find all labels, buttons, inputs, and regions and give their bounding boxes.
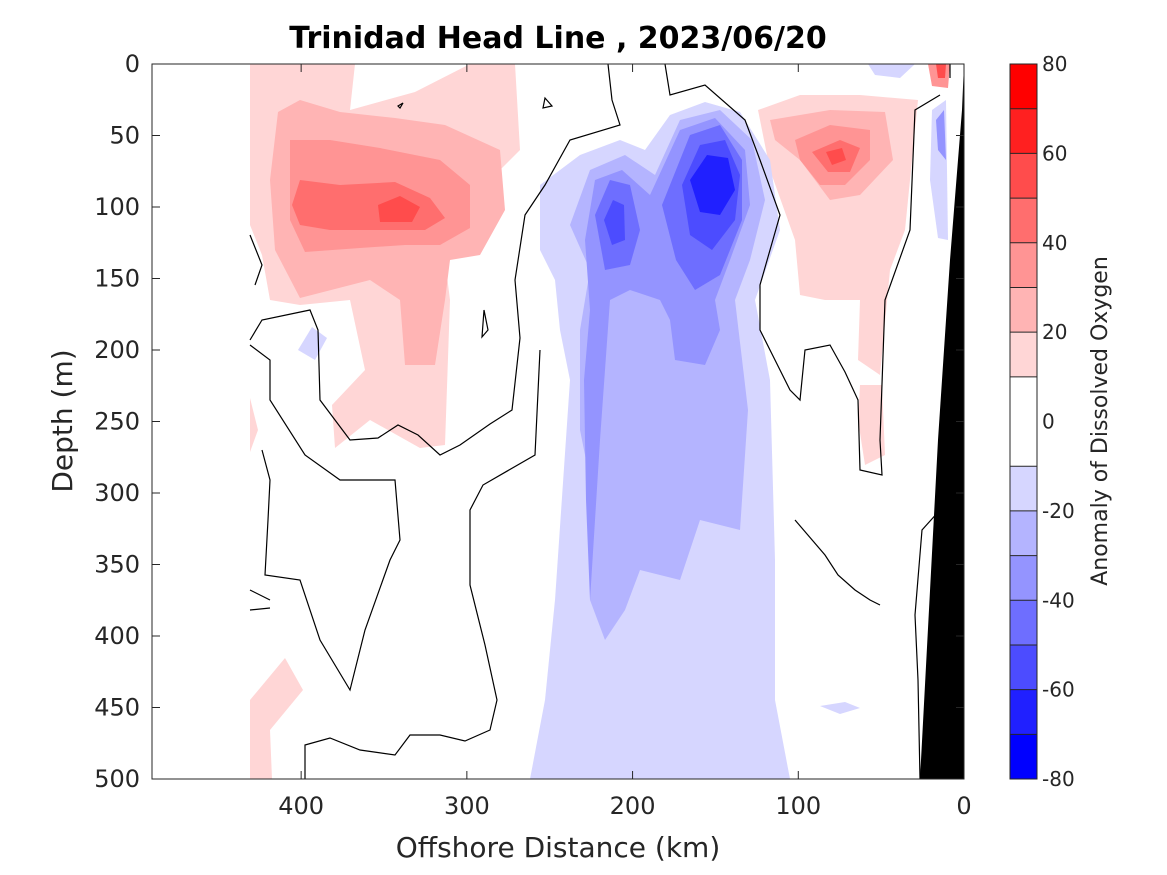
- colorbar-tick-label: 0: [1042, 410, 1055, 434]
- colorbar-segment: [1010, 242, 1037, 288]
- chart-title: Trinidad Head Line , 2023/06/20: [289, 21, 826, 56]
- colorbar-segment: [1010, 510, 1037, 556]
- y-tick-label: 350: [94, 551, 140, 579]
- colorbar-tick-label: -40: [1042, 588, 1075, 612]
- negative-anomaly-coast-core: [936, 110, 946, 160]
- x-tick-label: 0: [956, 792, 971, 820]
- y-tick-label: 50: [109, 122, 140, 150]
- y-tick-label: 200: [94, 336, 140, 364]
- colorbar-label: Anomaly of Dissolved Oxygen: [1088, 256, 1113, 586]
- y-tick-label: 250: [94, 408, 140, 436]
- colorbar-segment: [1010, 332, 1037, 377]
- zero-contour-lines: [249, 64, 951, 779]
- colorbar-segment: [1010, 734, 1037, 779]
- colorbar-tick-label: 40: [1042, 231, 1067, 255]
- colorbar-tick-label: 20: [1042, 320, 1067, 344]
- y-tick-label: 150: [94, 265, 140, 293]
- seafloor-bathymetry: [920, 64, 964, 779]
- colorbar-segment: [1010, 689, 1037, 735]
- y-tick-label: 100: [94, 193, 140, 221]
- colorbar-segment: [1010, 108, 1037, 154]
- x-axis-label: Offshore Distance (km): [396, 831, 721, 864]
- colorbar-segment: [1010, 555, 1037, 601]
- positive-anomaly-offshore-deep: [250, 398, 258, 452]
- x-tick-label: 100: [775, 792, 821, 820]
- colorbar-segment: [1010, 287, 1037, 333]
- colorbar-tick-label: -20: [1042, 499, 1075, 523]
- colorbar-segment: [1010, 644, 1037, 690]
- y-tick-label: 500: [94, 765, 140, 793]
- colorbar-tick-label: -80: [1042, 767, 1075, 791]
- positive-anomaly-nearshore-deep: [858, 385, 885, 465]
- y-tick-label: 300: [94, 479, 140, 507]
- x-tick-label: 300: [444, 792, 490, 820]
- positive-anomaly-offshore-bottom: [250, 658, 303, 779]
- y-tick-label: 0: [125, 50, 140, 78]
- y-tick-label: 450: [94, 694, 140, 722]
- colorbar-segment: [1010, 600, 1037, 645]
- x-tick-label: 400: [278, 792, 324, 820]
- y-tick-label: 400: [94, 622, 140, 650]
- colorbar-segment: [1010, 376, 1037, 467]
- positive-50-nearshore: [826, 148, 846, 165]
- positive-anomaly-surface-near-coast-core: [936, 64, 946, 78]
- negative-anomaly-10-surface: [868, 64, 915, 78]
- colorbar-segment: [1010, 466, 1037, 511]
- negative-anomaly-10-deep-patch: [820, 702, 860, 714]
- colorbar-segment: [1010, 64, 1037, 109]
- colorbar-segment: [1010, 198, 1037, 243]
- positive-50-offshore: [378, 196, 420, 222]
- y-axis: 0 50 100 150 200 250 300 350 400 450 500: [94, 50, 964, 793]
- contour-field: [249, 64, 964, 779]
- colorbar: -80 -60 -40 -20 0 20 40 60 80: [1010, 52, 1075, 791]
- negative-anomaly-10-patch: [298, 327, 327, 360]
- x-axis: 400 300 200 100 0: [278, 64, 972, 820]
- colorbar-tick-label: -60: [1042, 678, 1075, 702]
- colorbar-tick-label: 80: [1042, 52, 1067, 76]
- negative-anomaly-60-main: [690, 155, 735, 215]
- colorbar-tick-label: 60: [1042, 141, 1067, 165]
- colorbar-segment: [1010, 153, 1037, 199]
- y-axis-label: Depth (m): [46, 349, 79, 492]
- colorbar-frame: [1009, 63, 1038, 780]
- negative-anomaly-50: [604, 200, 625, 245]
- x-tick-label: 200: [610, 792, 656, 820]
